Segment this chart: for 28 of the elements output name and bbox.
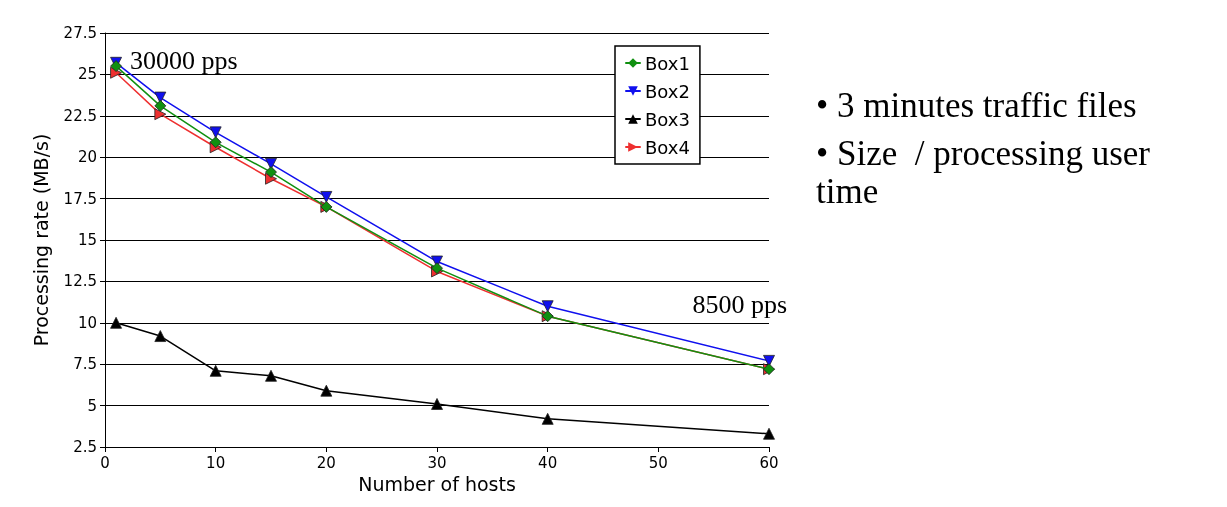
legend-label: Box2 bbox=[645, 80, 690, 102]
y-tick-label: 10 bbox=[77, 313, 97, 332]
x-tick-label: 40 bbox=[538, 453, 558, 472]
x-tick-label: 30 bbox=[427, 453, 447, 472]
x-tick-label: 20 bbox=[316, 453, 336, 472]
y-tick-label: 5 bbox=[87, 396, 97, 415]
y-tick-label: 22.5 bbox=[63, 106, 97, 125]
y-axis-title: Processing rate (MB/s) bbox=[29, 133, 52, 347]
legend-label: Box1 bbox=[645, 52, 690, 74]
annotation: 8500 pps bbox=[692, 290, 787, 320]
y-tick-label: 2.5 bbox=[73, 438, 97, 456]
x-axis-title: Number of hosts bbox=[358, 473, 516, 496]
y-tick-label: 20 bbox=[77, 148, 97, 167]
legend-label: Box3 bbox=[645, 108, 690, 130]
x-tick-label: 10 bbox=[206, 453, 226, 472]
y-tick-label: 27.5 bbox=[63, 24, 97, 42]
y-tick-label: 15 bbox=[77, 231, 97, 249]
legend-label: Box4 bbox=[645, 136, 690, 158]
y-tick-label: 17.5 bbox=[63, 189, 97, 208]
y-tick-label: 12.5 bbox=[63, 272, 97, 291]
x-tick-label: 50 bbox=[648, 453, 668, 472]
x-tick-label: 60 bbox=[759, 453, 779, 472]
text: • 3 minutes traffic files bbox=[816, 85, 1137, 125]
y-tick-label: 7.5 bbox=[73, 355, 97, 374]
text: • Size / processing user time bbox=[816, 133, 1159, 211]
y-tick-label: 25 bbox=[77, 65, 97, 84]
x-tick-label: 0 bbox=[100, 453, 110, 472]
annotation: 30000 pps bbox=[130, 46, 238, 76]
